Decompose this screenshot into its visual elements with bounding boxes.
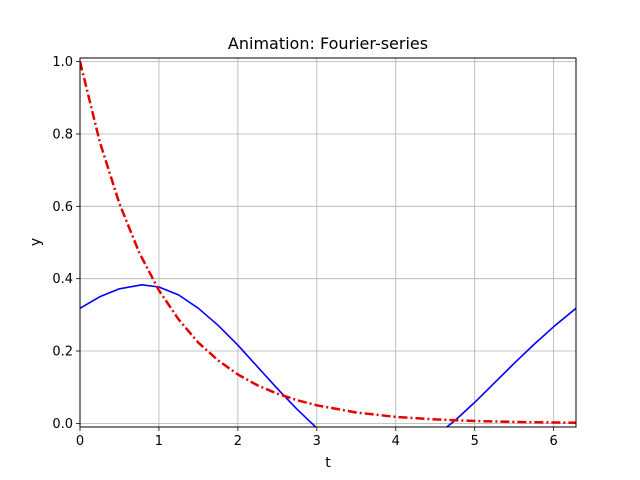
- x-tick-label: 3: [313, 434, 321, 449]
- x-tick-label: 1: [155, 434, 163, 449]
- x-axis-label: t: [325, 455, 331, 471]
- series-lines: [80, 61, 576, 427]
- y-tick-label: 0.4: [52, 272, 73, 287]
- x-tick-label: 4: [392, 434, 400, 449]
- series-line-2: [80, 61, 576, 424]
- y-tick-label: 0.8: [52, 127, 73, 142]
- y-tick-label: 0.0: [52, 417, 73, 432]
- y-axis-ticks: 0.0 0.2 0.4 0.6 0.8 1.0: [52, 55, 80, 432]
- x-tick-label: 2: [234, 434, 242, 449]
- chart-title: Animation: Fourier-series: [228, 34, 428, 53]
- x-axis-ticks: 0 1 2 3 4 5 6: [76, 427, 558, 449]
- y-tick-label: 1.0: [52, 55, 73, 70]
- y-axis-label: y: [28, 238, 44, 246]
- x-tick-label: 0: [76, 434, 84, 449]
- x-tick-label: 5: [471, 434, 479, 449]
- grid: [79, 58, 576, 427]
- x-tick-label: 6: [550, 434, 558, 449]
- plot-frame: [79, 57, 577, 428]
- y-tick-label: 0.6: [52, 200, 73, 215]
- series-line-1: [80, 283, 576, 427]
- y-tick-label: 0.2: [52, 345, 73, 360]
